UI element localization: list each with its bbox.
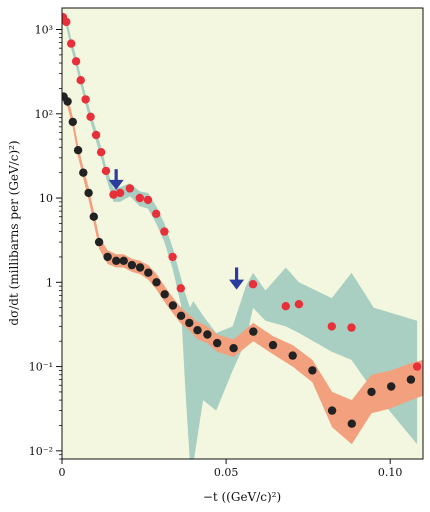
arrow-annotation-1 [108, 169, 124, 190]
red-point [347, 323, 356, 332]
band-2 [63, 92, 423, 445]
plot-background [62, 8, 423, 459]
red-point [71, 57, 81, 66]
y-tick-label: 10⁻² [29, 445, 53, 458]
red-point [143, 195, 153, 205]
red-point [294, 300, 304, 309]
red-point [152, 209, 161, 218]
red-point [327, 322, 336, 331]
black-point [119, 256, 128, 265]
arrow-annotation-2 [229, 267, 245, 290]
black-point [112, 256, 121, 265]
red-point [248, 280, 258, 289]
x-tick-label: 0.05 [214, 466, 239, 479]
black-point [135, 263, 145, 272]
black-point [185, 318, 194, 328]
red-point [115, 188, 125, 198]
black-point [387, 382, 396, 391]
red-point [176, 284, 185, 293]
band-1 [63, 12, 418, 459]
black-point [229, 344, 238, 353]
black-point [288, 351, 297, 360]
black-point [406, 375, 416, 384]
y-tick-label: 10 [39, 192, 53, 205]
black-point [127, 260, 137, 270]
red-point [86, 112, 95, 122]
red-point [91, 130, 101, 140]
black-point [68, 117, 78, 127]
red-point [96, 148, 106, 157]
x-axis-label: −t ((GeV/c)²) [203, 490, 281, 504]
black-point [84, 188, 93, 198]
black-point [176, 311, 186, 320]
red-point [62, 17, 71, 27]
y-tick-label: 10² [35, 108, 53, 121]
black-point [160, 290, 169, 299]
black-point [73, 146, 83, 155]
arrow-annotations [108, 169, 245, 290]
black-point [63, 97, 72, 106]
y-axis: 10⁻² 10⁻¹ 1 10 10² 10³ [29, 24, 62, 460]
black-point [347, 419, 356, 428]
red-point [160, 227, 169, 236]
black-point [249, 327, 258, 336]
black-point [144, 268, 153, 277]
y-tick-label: 10³ [35, 24, 53, 37]
black-point [268, 340, 278, 350]
black-point [213, 338, 222, 348]
data-points [62, 13, 422, 428]
x-tick-label: 0 [59, 466, 66, 479]
y-tick-label: 10⁻¹ [29, 361, 53, 374]
red-point [135, 193, 144, 203]
red-point [125, 184, 135, 193]
y-axis-label: dσ/dt (millibarns per (GeV/c)²) [7, 140, 21, 325]
black-point [79, 168, 88, 177]
black-point [327, 406, 337, 415]
black-point [193, 326, 202, 335]
red-point [76, 76, 85, 85]
y-tick-label: 1 [46, 276, 53, 289]
black-point [152, 278, 161, 287]
black-point [367, 387, 376, 397]
red-point [412, 362, 422, 371]
black-point [94, 237, 104, 247]
red-point [168, 252, 177, 262]
x-axis: 0 0.05 0.10 [59, 459, 403, 479]
black-point [203, 330, 212, 339]
black-point [103, 252, 112, 262]
red-point [109, 190, 118, 199]
red-point [281, 302, 290, 311]
confidence-bands [63, 12, 423, 459]
red-point [67, 39, 76, 48]
x-tick-label: 0.10 [378, 466, 403, 479]
plot-frame [61, 7, 424, 460]
red-point [101, 166, 111, 176]
black-point [168, 301, 178, 310]
red-point [81, 95, 90, 104]
black-point [308, 366, 317, 375]
black-point [89, 212, 99, 221]
